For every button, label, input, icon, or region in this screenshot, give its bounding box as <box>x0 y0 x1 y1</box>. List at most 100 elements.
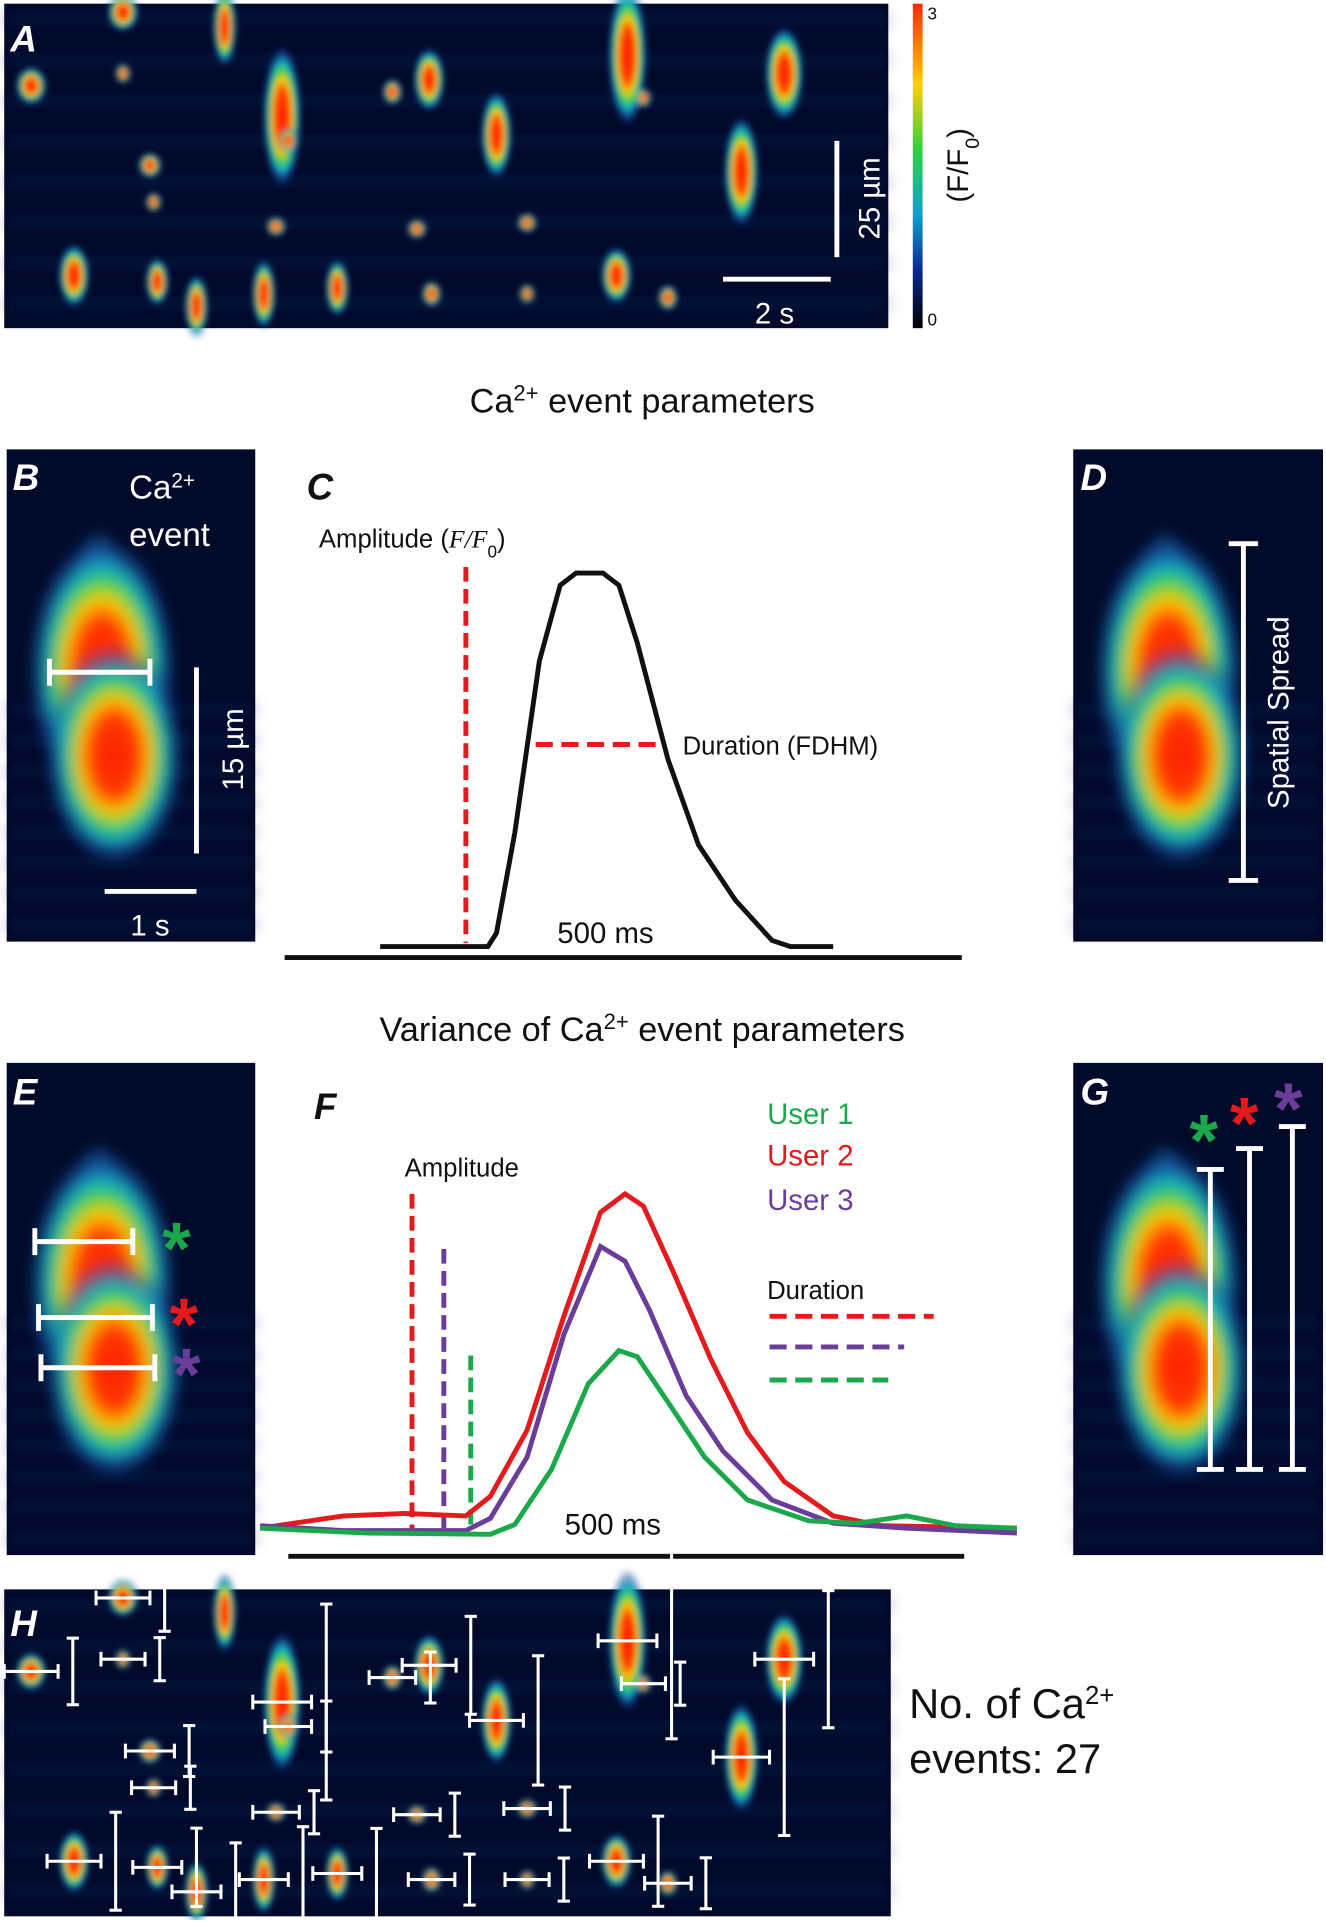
calcium-event <box>45 645 183 866</box>
time-label: 500 ms <box>565 1508 661 1541</box>
width-bars <box>32 1228 158 1382</box>
calcium-event <box>266 216 286 237</box>
calcium-event <box>382 79 403 105</box>
kymograph-a <box>4 0 889 338</box>
colorbar-tick: 3 <box>927 4 937 24</box>
streak <box>6 1503 256 1512</box>
asterisk: * <box>170 1282 199 1365</box>
asterisk: * <box>1274 1067 1303 1150</box>
time-label: 500 ms <box>557 917 653 950</box>
legend-entry: User 2 <box>767 1140 854 1173</box>
calcium-event <box>107 0 139 32</box>
event-image-d <box>1073 449 1323 942</box>
panel-label: A <box>9 18 37 59</box>
calcium-event <box>212 0 237 67</box>
calcium-event <box>1112 1258 1250 1480</box>
subscript: 0 <box>962 138 984 149</box>
streak <box>1073 1534 1322 1542</box>
calcium-event <box>635 88 652 108</box>
amplitude-label: Amplitude <box>405 1155 519 1183</box>
streak <box>4 218 889 227</box>
panel-label: G <box>1081 1071 1110 1112</box>
background-streaks <box>4 15 889 308</box>
duration-label: Duration <box>767 1277 864 1305</box>
streak <box>6 920 256 929</box>
section-title: Variance of Ca2+ event parameters <box>379 1008 904 1049</box>
event-bars <box>2 1541 835 1925</box>
event-image-g <box>1073 1062 1323 1556</box>
panel-label: E <box>13 1071 39 1112</box>
event-trace <box>380 570 834 949</box>
legend-entry: User 1 <box>767 1098 854 1131</box>
calcium-event <box>145 257 170 306</box>
trace-user-2 <box>259 1190 1017 1531</box>
streak <box>1073 1473 1322 1481</box>
calcium-event <box>15 66 47 105</box>
calcium-event <box>421 281 442 307</box>
streak <box>6 859 256 867</box>
event-image-e <box>6 1062 256 1556</box>
duration-label: Duration (FDHM) <box>683 732 879 760</box>
event-count: events: 27 <box>909 1735 1101 1782</box>
streak <box>4 259 889 267</box>
calcium-event <box>413 47 445 112</box>
text: ) <box>942 128 975 138</box>
scale-label: 1 s <box>130 910 169 943</box>
calcium-event <box>252 258 276 329</box>
streak <box>4 97 889 105</box>
calcium-event <box>184 274 209 338</box>
calcium-event <box>58 243 90 308</box>
trace-user-1 <box>259 1242 1017 1536</box>
event-count: No. of Ca2+ <box>909 1680 1114 1727</box>
streak <box>4 1887 891 1896</box>
text: event parameters <box>629 1011 905 1049</box>
kymograph-h <box>2 1541 891 1925</box>
text: event parameters <box>539 383 815 421</box>
streak <box>4 56 889 64</box>
colorbar-tick: 0 <box>927 310 937 330</box>
streak <box>1073 1503 1322 1512</box>
streak <box>4 137 889 145</box>
width-bar <box>47 658 153 686</box>
legend-entry: User 3 <box>767 1184 854 1217</box>
colorbar <box>912 3 923 329</box>
streak <box>6 1534 256 1542</box>
streak <box>4 1805 891 1814</box>
math: F/F <box>448 524 488 553</box>
text: Ca <box>470 383 515 421</box>
asterisk: * <box>172 1333 201 1416</box>
streak <box>4 15 889 24</box>
calcium-event <box>145 192 162 212</box>
spread-bar <box>1228 541 1259 883</box>
subscript: 0 <box>487 541 497 561</box>
amplitude-label: Amplitude (F/F0) <box>319 524 506 561</box>
text: Variance of Ca <box>379 1011 604 1049</box>
asterisk: * <box>162 1206 191 1289</box>
section-title: Ca2+ event parameters <box>470 380 815 420</box>
streak <box>1073 859 1322 867</box>
scale-label: 2 s <box>755 297 794 330</box>
calcium-event <box>723 115 759 228</box>
event-label: Ca2+ <box>129 469 195 507</box>
streak <box>4 1846 891 1855</box>
spread-bars <box>1196 1124 1306 1472</box>
text: (F/F <box>942 149 975 203</box>
scale-label: 25 µm <box>854 157 887 239</box>
calcium-event <box>212 1572 237 1653</box>
superscript: 2+ <box>604 1008 629 1033</box>
calcium-event <box>278 128 299 154</box>
text: Amplitude ( <box>319 525 449 553</box>
streak <box>4 1724 891 1732</box>
streak <box>4 1765 891 1773</box>
calcium-event <box>658 284 678 311</box>
text: ) <box>497 525 506 553</box>
calcium-event <box>325 259 350 317</box>
superscript: 2+ <box>513 380 538 405</box>
streak <box>4 299 889 308</box>
streak <box>4 1683 891 1691</box>
streak <box>6 1473 256 1481</box>
streak <box>4 178 889 186</box>
big-event <box>1095 1148 1250 1480</box>
streak <box>1073 920 1322 929</box>
calcium-event <box>519 284 535 304</box>
